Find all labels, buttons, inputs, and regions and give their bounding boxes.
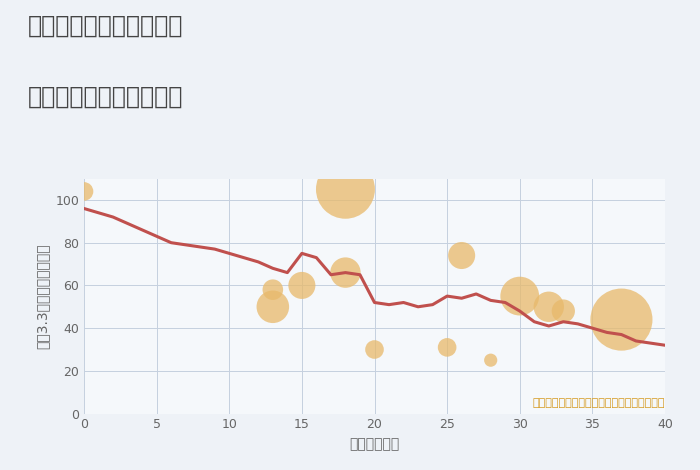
Point [78, 188, 90, 195]
Point [369, 346, 380, 353]
X-axis label: 築年数（年）: 築年数（年） [349, 437, 400, 451]
Point [514, 292, 525, 300]
Y-axis label: 坪（3.3㎡）単価（万円）: 坪（3.3㎡）単価（万円） [36, 243, 50, 349]
Point [267, 303, 279, 311]
Point [456, 252, 468, 259]
Point [485, 356, 496, 364]
Point [442, 344, 453, 351]
Point [543, 303, 554, 311]
Text: 奈良県生駒市新生駒台の: 奈良県生駒市新生駒台の [28, 14, 183, 38]
Text: 築年数別中古戸建て価格: 築年数別中古戸建て価格 [28, 85, 183, 109]
Point [267, 286, 279, 293]
Point [296, 282, 307, 289]
Point [616, 316, 627, 323]
Point [340, 269, 351, 276]
Point [340, 186, 351, 193]
Text: 円の大きさは、取引のあった物件面積を示す: 円の大きさは、取引のあった物件面積を示す [533, 398, 665, 408]
Point [558, 307, 569, 315]
